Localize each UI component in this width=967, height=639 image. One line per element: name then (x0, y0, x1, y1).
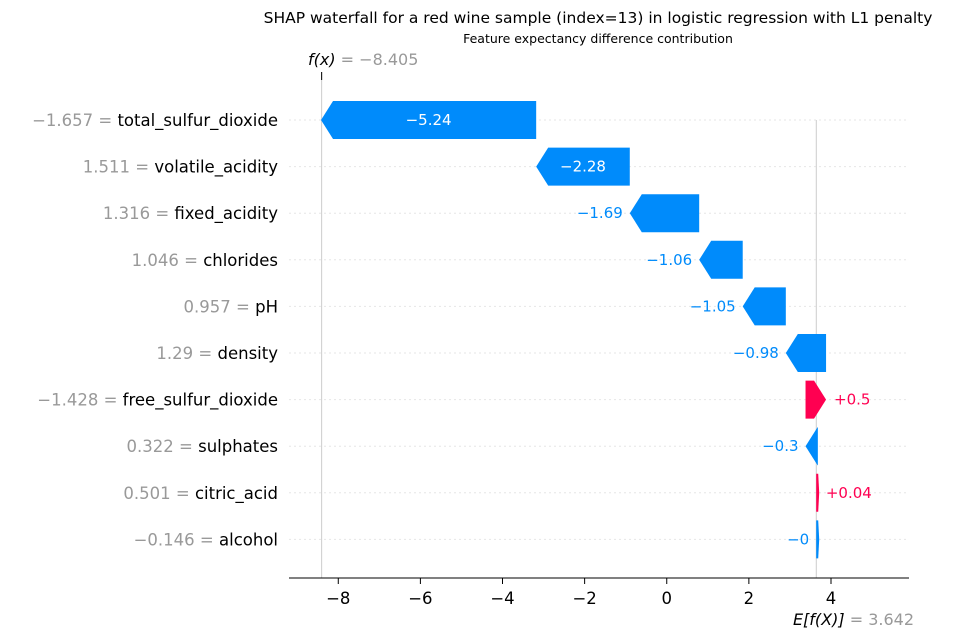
feature-value: 0.957 (184, 297, 231, 316)
bar-alcohol (816, 520, 820, 559)
x-tick-label: −8 (326, 589, 350, 608)
bar-sulphates (805, 427, 818, 466)
bar-label-free_sulfur_dioxide: +0.5 (834, 391, 870, 409)
x-tick-label: 2 (744, 589, 755, 608)
efx-name: E[f(X)] (793, 610, 845, 629)
feature-name: density (218, 344, 279, 363)
feature-name: alcohol (219, 530, 278, 549)
fx-name: f(x) (308, 50, 336, 69)
chart-subtitle: Feature expectancy difference contributi… (463, 31, 733, 46)
bars: −5.24 −2.28 −1.69 −1.06 −1.05 −0.98 +0.5 −0.3 +0… (321, 101, 872, 559)
chart-title: SHAP waterfall for a red wine sample (in… (264, 9, 933, 27)
x-tick-label: −2 (572, 589, 596, 608)
bar-chlorides (699, 240, 743, 279)
bar-label-sulphates: −0.3 (762, 437, 798, 455)
feature-label-density: 1.29 = density (156, 344, 278, 363)
bar-pH (742, 287, 786, 326)
bar-fixed_acidity (629, 194, 700, 233)
feature-name: sulphates (198, 437, 278, 456)
feature-name: fixed_acidity (174, 204, 278, 224)
bar-free_sulfur_dioxide (805, 380, 827, 419)
bar-citric_acid (816, 473, 820, 512)
feature-value: 0.501 (123, 484, 170, 503)
feature-label-sulphates: 0.322 = sulphates (127, 437, 278, 456)
feature-name: chlorides (203, 251, 278, 270)
feature-label-citric_acid: 0.501 = citric_acid (123, 484, 278, 504)
efx-value: 3.642 (868, 610, 914, 629)
feature-label-chlorides: 1.046 = chlorides (132, 251, 278, 270)
bar-label-total_sulfur_dioxide: −5.24 (406, 111, 452, 129)
bar-volatile_acidity (536, 147, 630, 186)
feature-value: 0.322 (127, 437, 174, 456)
x-tick-label: −4 (490, 589, 514, 608)
bar-label-pH: −1.05 (690, 297, 736, 315)
feature-label-alcohol: −0.146 = alcohol (134, 530, 278, 549)
feature-label-volatile_acidity: 1.511 = volatile_acidity (83, 158, 278, 178)
feature-value: −0.146 (134, 530, 195, 549)
feature-name: citric_acid (195, 484, 278, 504)
feature-label-fixed_acidity: 1.316 = fixed_acidity (103, 204, 278, 224)
feature-labels: −1.657 = total_sulfur_dioxide 1.511 = vol… (32, 111, 278, 549)
bar-label-density: −0.98 (733, 344, 779, 362)
x-tick-label: −6 (408, 589, 432, 608)
bar-label-alcohol: −0 (787, 530, 809, 548)
efx-label: E[f(X)] = 3.642 (793, 610, 914, 629)
fx-value: −8.405 (359, 50, 418, 69)
feature-value: 1.316 (103, 204, 150, 223)
bar-label-volatile_acidity: −2.28 (560, 158, 606, 176)
feature-value: 1.29 (156, 344, 193, 363)
feature-value: 1.046 (132, 251, 179, 270)
x-tick-label: 0 (661, 589, 672, 608)
feature-name: volatile_acidity (154, 158, 278, 178)
feature-name: total_sulfur_dioxide (117, 111, 278, 131)
feature-name: pH (255, 297, 278, 316)
fx-label: f(x) = −8.405 (308, 50, 418, 69)
feature-value: −1.657 (32, 111, 93, 130)
x-tick-label: 4 (826, 589, 837, 608)
feature-label-free_sulfur_dioxide: −1.428 = free_sulfur_dioxide (37, 391, 278, 411)
feature-value: −1.428 (37, 391, 98, 410)
bar-density (785, 334, 827, 372)
feature-label-total_sulfur_dioxide: −1.657 = total_sulfur_dioxide (32, 111, 278, 131)
x-axis: −8 −6 −4 −2 0 2 4 (289, 577, 909, 608)
bar-label-citric_acid: +0.04 (826, 484, 872, 502)
bar-label-chlorides: −1.06 (646, 251, 692, 269)
feature-name: free_sulfur_dioxide (123, 391, 278, 411)
feature-value: 1.511 (83, 158, 130, 177)
bar-total_sulfur_dioxide (321, 101, 537, 139)
feature-label-pH: 0.957 = pH (184, 297, 278, 316)
bar-label-fixed_acidity: −1.69 (577, 204, 623, 222)
